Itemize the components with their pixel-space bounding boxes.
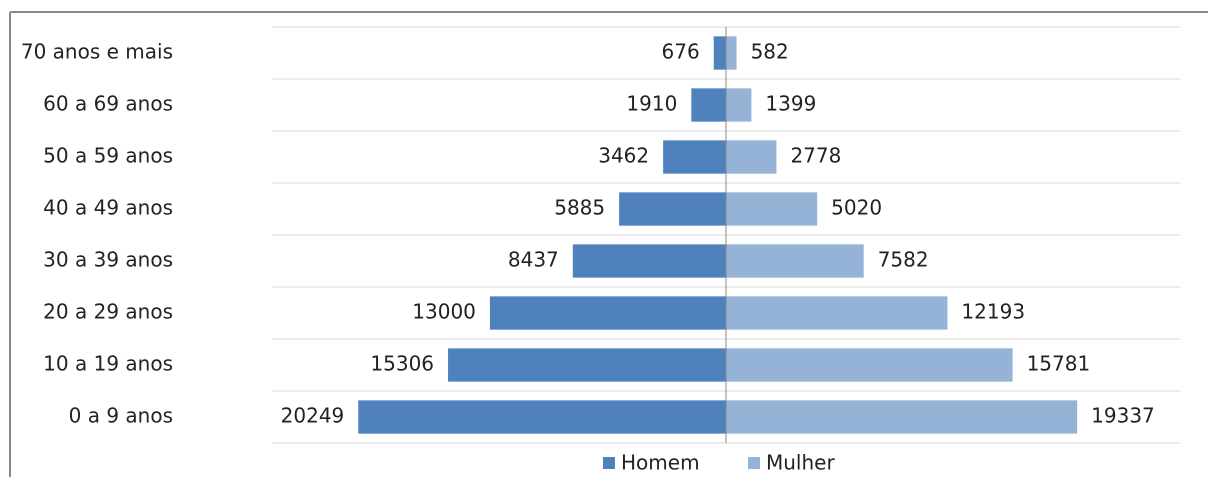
legend-label: Mulher [766, 451, 835, 475]
data-label: 5885 [554, 196, 605, 220]
bar [726, 36, 737, 70]
category-label: 10 a 19 anos [43, 352, 173, 376]
category-label: 50 a 59 anos [43, 144, 173, 168]
data-label: 1399 [765, 92, 816, 116]
data-label: 19337 [1091, 404, 1155, 428]
bar [448, 348, 726, 382]
data-label: 7582 [878, 248, 929, 272]
data-label: 8437 [508, 248, 559, 272]
bar [726, 348, 1013, 382]
bar [691, 88, 726, 122]
data-label: 12193 [961, 300, 1025, 324]
data-label: 13000 [412, 300, 476, 324]
data-label: 5020 [831, 196, 882, 220]
bar [726, 296, 948, 330]
bar [726, 400, 1078, 434]
bar [713, 36, 726, 70]
category-label: 70 anos e mais [21, 40, 173, 64]
data-label: 20249 [281, 404, 345, 428]
bar [726, 244, 864, 278]
bar [619, 192, 726, 226]
bar [358, 400, 726, 434]
data-label: 1910 [626, 92, 677, 116]
bar [726, 192, 818, 226]
bar [726, 88, 752, 122]
category-label: 20 a 29 anos [43, 300, 173, 324]
bar [489, 296, 726, 330]
legend-label: Homem [621, 451, 700, 475]
data-label: 2778 [790, 144, 841, 168]
data-label: 15306 [370, 352, 434, 376]
bar [572, 244, 726, 278]
legend-swatch [603, 457, 615, 469]
bar [663, 140, 726, 174]
bar [726, 140, 777, 174]
category-label: 60 a 69 anos [43, 92, 173, 116]
legend-swatch [748, 457, 760, 469]
data-label: 3462 [598, 144, 649, 168]
category-label: 0 a 9 anos [69, 404, 173, 428]
category-label: 30 a 39 anos [43, 248, 173, 272]
data-label: 582 [751, 40, 789, 64]
category-label: 40 a 49 anos [43, 196, 173, 220]
data-label: 676 [662, 40, 700, 64]
data-label: 15781 [1027, 352, 1091, 376]
